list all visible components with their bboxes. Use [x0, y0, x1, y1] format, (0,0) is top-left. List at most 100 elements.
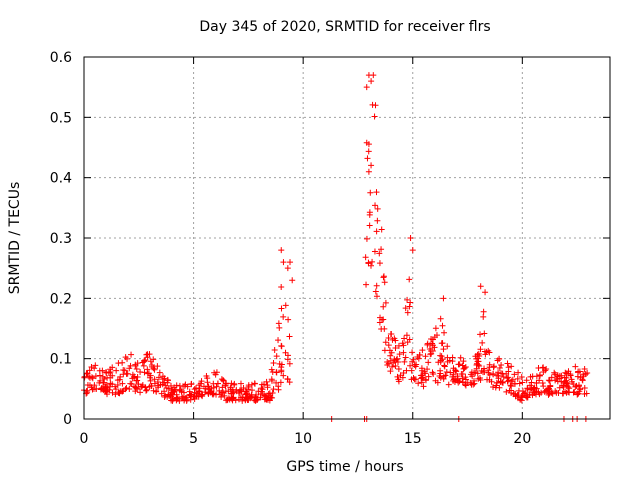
data-point [467, 371, 474, 378]
data-point [205, 390, 212, 397]
y-axis-label: SRMTID / TECUs [7, 182, 23, 295]
grid [84, 57, 610, 419]
data-point [188, 380, 195, 387]
data-point [422, 376, 429, 383]
data-point [401, 358, 408, 365]
data-point [533, 379, 540, 386]
data-point [285, 352, 292, 359]
data-point [367, 262, 374, 269]
data-point [269, 394, 276, 401]
data-point [497, 378, 504, 385]
data-point [376, 250, 383, 257]
data-point [576, 383, 583, 390]
data-point [107, 380, 114, 387]
data-point [120, 387, 127, 394]
data-point [480, 313, 487, 320]
data-point [445, 381, 452, 388]
data-point-spike [407, 235, 414, 241]
data-point [278, 368, 285, 375]
data-point [479, 339, 486, 346]
data-point [380, 274, 387, 281]
data-point [141, 369, 148, 376]
data-point [515, 369, 522, 376]
data-point [387, 352, 394, 359]
data-point [198, 392, 205, 399]
data-point [440, 346, 447, 353]
data-point [584, 370, 591, 377]
data-point [162, 392, 169, 399]
data-point [107, 368, 114, 375]
data-point [494, 357, 501, 364]
data-point [113, 367, 120, 374]
data-point [407, 362, 414, 369]
data-point [218, 389, 225, 396]
data-point [374, 217, 381, 224]
data-points [81, 72, 591, 422]
data-point [519, 388, 526, 395]
data-point [419, 375, 426, 382]
data-point [176, 387, 183, 394]
data-point [387, 368, 394, 375]
data-point [480, 308, 487, 315]
data-point [242, 390, 249, 397]
data-point [572, 363, 579, 370]
data-point [193, 393, 200, 400]
data-point [437, 315, 444, 322]
data-point [159, 381, 166, 388]
data-point [268, 377, 275, 384]
data-point [543, 365, 550, 372]
data-point [413, 361, 420, 368]
data-point [252, 397, 259, 404]
data-point [363, 235, 370, 242]
x-axis-label: GPS time / hours [286, 459, 403, 475]
data-point [133, 365, 140, 372]
data-point [365, 141, 372, 148]
data-point [240, 385, 247, 392]
data-point [490, 370, 497, 377]
data-point [409, 349, 416, 356]
data-point [257, 394, 264, 401]
data-point [439, 356, 446, 363]
data-point [460, 358, 467, 365]
data-point [224, 397, 231, 404]
data-point [535, 389, 542, 396]
data-point [431, 344, 438, 351]
data-point [84, 370, 91, 377]
data-point [227, 384, 234, 391]
data-point [438, 353, 445, 360]
data-point [581, 365, 588, 372]
data-point [88, 364, 95, 371]
data-point [569, 378, 576, 385]
data-point [264, 384, 271, 391]
data-point [115, 389, 122, 396]
x-tick-label: 5 [189, 431, 198, 447]
data-point [486, 349, 493, 356]
data-point [411, 376, 418, 383]
data-point-spike [440, 295, 447, 302]
data-point [222, 382, 229, 389]
data-point [371, 113, 378, 120]
data-point [519, 379, 526, 386]
data-point [373, 189, 380, 196]
data-point [219, 384, 226, 391]
data-point [271, 347, 278, 354]
data-point [153, 388, 160, 395]
data-point-spike [363, 84, 370, 91]
data-point [91, 365, 98, 372]
data-point [104, 384, 111, 391]
data-point [280, 372, 287, 379]
data-point [151, 376, 158, 383]
data-point [380, 316, 387, 323]
data-point [476, 374, 483, 381]
data-point [373, 282, 380, 289]
data-point [208, 385, 215, 392]
data-point [468, 381, 475, 388]
data-point [123, 370, 130, 377]
data-point [273, 379, 280, 386]
data-point [365, 168, 372, 175]
data-point [385, 342, 392, 349]
data-point [122, 354, 129, 361]
data-point [258, 385, 265, 392]
data-point [382, 299, 389, 306]
data-point [406, 276, 413, 283]
